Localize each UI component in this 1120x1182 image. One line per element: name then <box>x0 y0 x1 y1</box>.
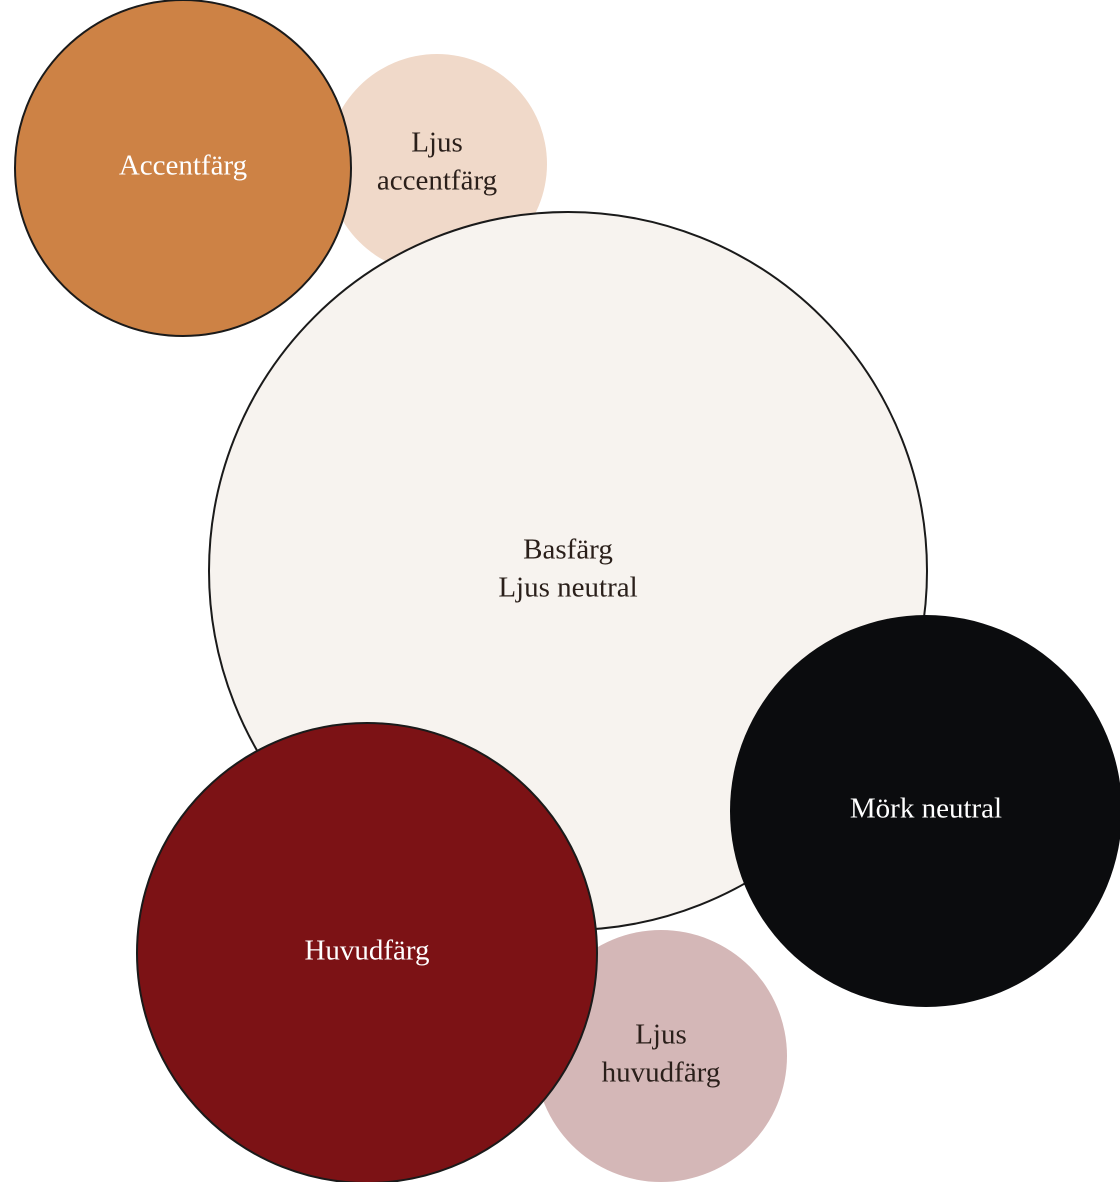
swatch-circle-huvudfarg <box>136 722 598 1182</box>
swatch-ljus-accentfarg: Ljus accentfärg <box>327 54 547 274</box>
swatch-ljus-huvudfarg: Ljus huvudfärg <box>535 930 787 1182</box>
swatch-label-basfarg-line-1: Basfärg <box>523 534 613 566</box>
swatch-circle-ljus-accentfarg <box>327 54 547 274</box>
swatch-layer: Ljus accentfärg Accentfärg Basfärg Ljus neut… <box>14 0 1120 1182</box>
swatch-label-huvudfarg-line-1: Huvudfärg <box>304 935 429 967</box>
swatch-circle-ljus-huvudfarg <box>535 930 787 1182</box>
swatch-label-ljus-accentfarg-line-1: Ljus <box>411 127 463 159</box>
swatch-label-ljus-accentfarg-line-2: accentfärg <box>377 165 497 197</box>
swatch-huvudfarg: Huvudfärg <box>136 722 598 1182</box>
swatch-label-accentfarg-line-1: Accentfärg <box>119 150 247 182</box>
swatch-circle-accentfarg <box>14 0 352 337</box>
swatch-label-ljus-huvudfarg-line-2: huvudfärg <box>602 1057 721 1089</box>
swatch-label-mork-neutral-line-1: Mörk neutral <box>850 793 1002 825</box>
swatch-accentfarg: Accentfärg <box>14 0 352 337</box>
swatch-mork-neutral: Mörk neutral <box>730 615 1120 1007</box>
swatch-circle-mork-neutral <box>730 615 1120 1007</box>
swatch-label-ljus-huvudfarg-line-1: Ljus <box>635 1019 687 1051</box>
swatch-label-basfarg-line-2: Ljus neutral <box>498 572 637 604</box>
